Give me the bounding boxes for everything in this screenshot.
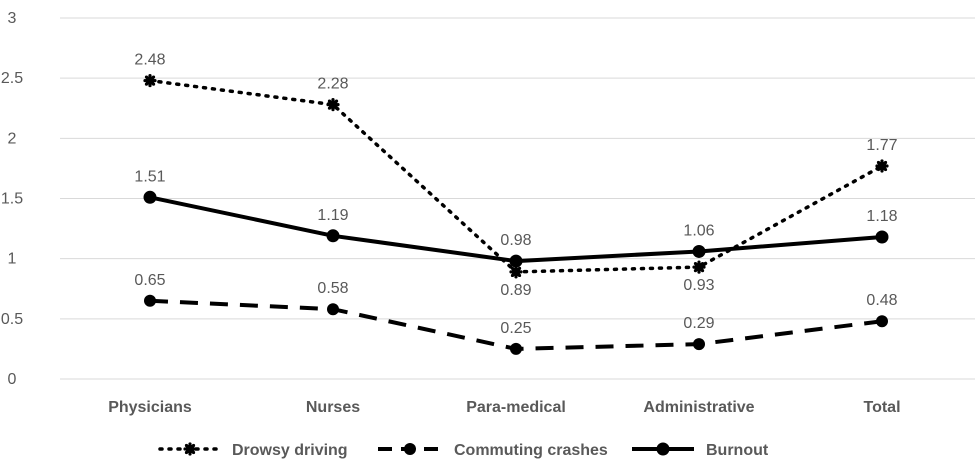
- data-point-marker: [143, 73, 157, 88]
- y-tick-label: 1.5: [1, 191, 23, 208]
- y-tick-label: 0.5: [1, 311, 23, 328]
- y-axis: 0 0.5 1 1.5 2 2.5 3: [1, 10, 23, 388]
- legend: Drowsy driving Commuting crashes Burnout: [158, 442, 769, 459]
- data-label: 1.18: [866, 208, 897, 225]
- data-label: 0.65: [134, 272, 165, 289]
- x-tick-label: Administrative: [643, 399, 754, 416]
- data-point-marker: [510, 342, 522, 355]
- data-point-marker: [692, 260, 706, 274]
- data-point-marker: [509, 254, 523, 268]
- data-point-marker: [327, 303, 339, 316]
- data-point-marker: [692, 244, 706, 258]
- legend-item: Drowsy driving: [158, 442, 348, 459]
- y-tick-label: 0: [8, 371, 17, 388]
- data-label: 1.51: [134, 168, 165, 185]
- series-line: [149, 195, 883, 264]
- data-labels: 2.48 2.28 0.89 0.93 1.77 0.65 0.58 0.25 0.29 0.48…: [134, 52, 897, 337]
- y-tick-label: 3: [8, 10, 17, 27]
- x-tick-label: Nurses: [306, 399, 360, 416]
- series-group: [143, 73, 889, 355]
- series-drowsy-driving: [143, 73, 889, 279]
- data-point-marker: [876, 315, 888, 328]
- data-point-marker: [875, 159, 889, 173]
- data-point-marker: [509, 265, 523, 279]
- data-point-marker: [326, 229, 340, 243]
- series-burnout: [143, 190, 889, 268]
- data-label: 2.48: [134, 52, 165, 69]
- data-point-marker: [326, 98, 340, 112]
- data-label: 0.98: [500, 232, 531, 249]
- y-tick-label: 1: [8, 251, 17, 268]
- data-label: 0.25: [500, 320, 531, 337]
- data-point-marker: [404, 443, 416, 455]
- legend-item: Commuting crashes: [378, 442, 608, 459]
- data-label: 2.28: [317, 76, 348, 93]
- data-label: 0.89: [500, 282, 531, 299]
- data-label: 0.93: [683, 277, 714, 294]
- data-point-marker: [183, 442, 197, 456]
- data-point-marker: [144, 294, 156, 307]
- y-tick-label: 2.5: [1, 70, 23, 87]
- data-label: 1.77: [866, 137, 897, 154]
- data-point-marker: [143, 190, 157, 204]
- legend-label: Drowsy driving: [232, 442, 348, 459]
- data-label: 1.06: [683, 222, 714, 239]
- data-label: 0.48: [866, 292, 897, 309]
- x-axis: Physicians Nurses Para-medical Administrati…: [108, 399, 900, 416]
- data-label: 1.19: [317, 207, 348, 224]
- x-tick-label: Total: [863, 399, 900, 416]
- y-tick-label: 2: [8, 130, 17, 147]
- x-tick-label: Para-medical: [466, 399, 566, 416]
- x-tick-label: Physicians: [108, 399, 192, 416]
- data-point-marker: [875, 230, 889, 244]
- legend-item: Burnout: [632, 442, 769, 459]
- data-point-marker: [693, 338, 705, 351]
- legend-label: Commuting crashes: [454, 442, 608, 459]
- data-point-marker: [656, 442, 670, 456]
- series-commuting-crashes: [144, 294, 888, 355]
- data-label: 0.29: [683, 315, 714, 332]
- legend-label: Burnout: [706, 442, 769, 459]
- data-label: 0.58: [317, 280, 348, 297]
